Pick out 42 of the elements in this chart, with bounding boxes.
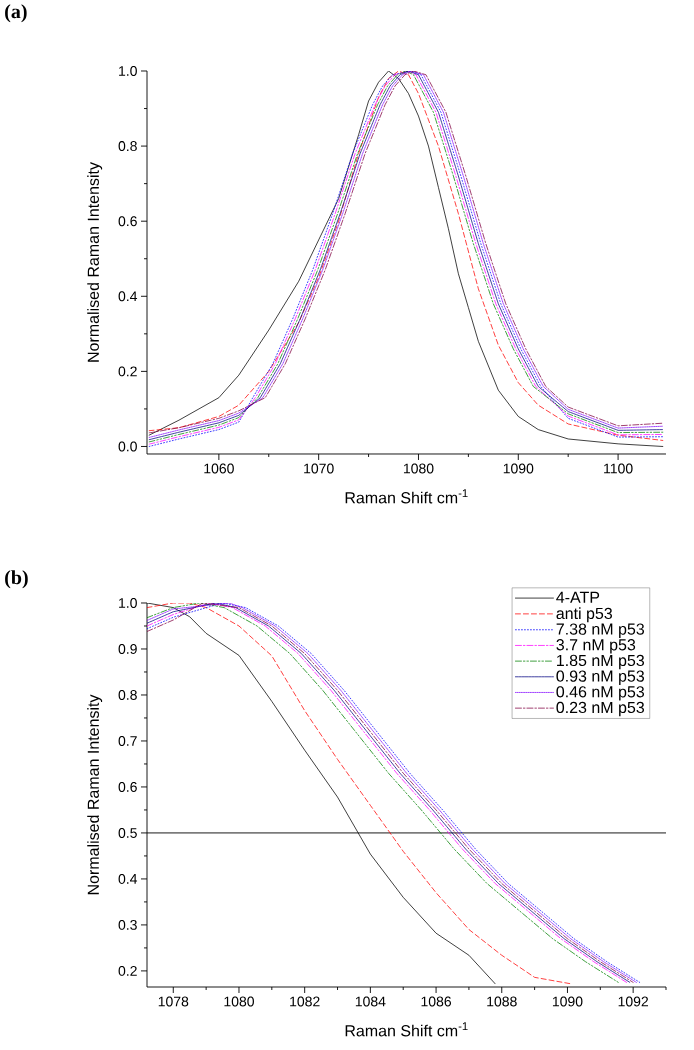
x-tick-label: 1078 <box>158 996 189 1007</box>
legend-label: 1.85 nM p53 <box>557 654 645 670</box>
y-tick-label: 0.2 <box>118 965 137 976</box>
legend-label: 0.23 nM p53 <box>556 701 645 717</box>
x-tick-label: 1080 <box>403 463 434 474</box>
y-tick-label: 0.2 <box>118 366 137 377</box>
x-axis-title: Raman Shift cm$^{-1}$ <box>345 489 468 504</box>
legend-label: anti p53 <box>556 607 613 623</box>
x-tick-label: 1084 <box>355 996 386 1007</box>
x-tick-label: 1070 <box>304 463 334 474</box>
x-tick-label: 1082 <box>290 996 320 1007</box>
x-tick-label: 1090 <box>552 996 583 1007</box>
x-tick-label: 1090 <box>503 463 534 474</box>
x-tick-label: 1092 <box>618 996 649 1007</box>
y-tick-label: 0.6 <box>118 216 137 227</box>
chart-title: (b) <box>5 570 28 589</box>
y-tick-label: 0.7 <box>118 735 137 746</box>
x-tick-label: 1100 <box>604 463 633 474</box>
y-tick-label: 0.9 <box>118 644 137 654</box>
y-tick-label: 0.4 <box>118 873 138 884</box>
y-tick-label: 1.0 <box>119 66 137 76</box>
x-axis-title: Raman Shift cm$^{-1}$ <box>345 1022 468 1037</box>
y-tick-label: 0.3 <box>118 919 137 930</box>
y-tick-label: 0.6 <box>118 781 137 792</box>
x-tick-label: 1088 <box>487 996 517 1007</box>
x-tick-label: 1086 <box>421 996 452 1007</box>
legend-label: 3.7 nM p53 <box>556 639 636 654</box>
y-tick-label: 0.8 <box>118 690 137 700</box>
legend-label: 7.38 nM p53 <box>556 623 645 638</box>
y-tick-label: 0.8 <box>118 141 137 152</box>
y-tick-label: 0.0 <box>118 441 137 452</box>
y-tick-label: 0.4 <box>118 291 138 302</box>
legend-label: 0.46 nM p53 <box>556 686 645 701</box>
chart-title: (a) <box>5 4 27 23</box>
y-tick-label: 1.0 <box>119 598 137 608</box>
y-tick-label: 0.5 <box>118 827 137 838</box>
legend-label: 4-ATP <box>556 591 600 603</box>
legend-label: 0.93 nM p53 <box>556 670 645 685</box>
y-axis-title: Normalised Raman Intensity <box>87 694 103 895</box>
x-tick-label: 1060 <box>204 463 234 474</box>
y-axis-title: Normalised Raman Intensity <box>87 162 103 362</box>
x-tick-label: 1080 <box>224 996 254 1007</box>
